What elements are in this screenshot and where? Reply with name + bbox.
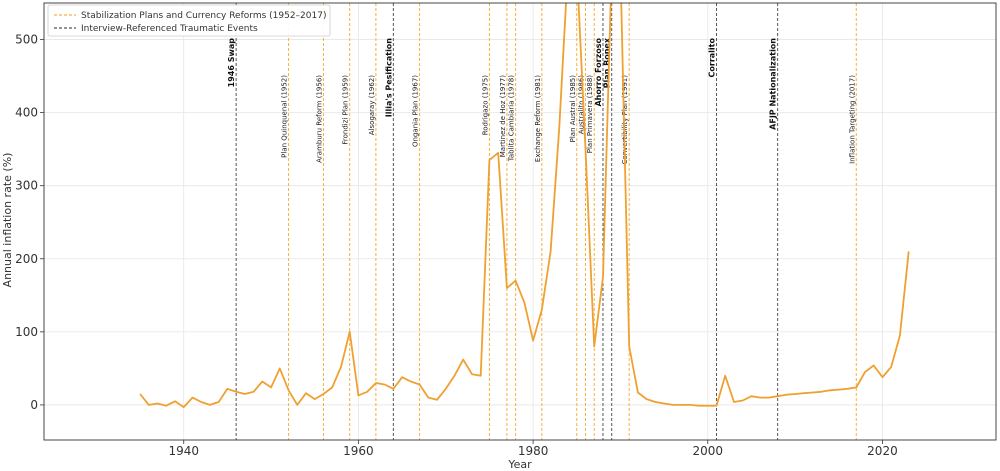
legend-label-reforms: Stabilization Plans and Currency Reforms… <box>81 11 326 21</box>
reform-label: Plan Primavera (1988) <box>586 75 594 154</box>
reform-label: Convertibility Plan (1991) <box>621 75 629 165</box>
reform-label: Australito (1986) <box>578 75 586 134</box>
reform-label: Alsogaray (1962) <box>368 75 376 135</box>
event-label: Ahorro Forzoso <box>594 37 603 106</box>
y-tick-label: 500 <box>15 33 38 47</box>
reform-label: Martinez de Hoz (1977) <box>499 75 507 158</box>
event-label: 1946 Swap <box>227 38 236 88</box>
y-tick-label: 400 <box>15 106 38 120</box>
event-label: Corralito <box>708 38 717 78</box>
y-axis-label: Annual inflation rate (%) <box>1 153 14 288</box>
x-tick-label: 1940 <box>168 444 199 458</box>
reform-label: Exchange Reform (1981) <box>534 75 542 162</box>
grid-layer <box>44 3 996 440</box>
reform-label: Plan Austral (1985) <box>569 75 577 143</box>
plot-border <box>43 2 997 441</box>
event-label: AFJP Nationalization <box>769 38 778 130</box>
inflation-line <box>139 3 910 408</box>
event-label: Illia's Pesification <box>384 38 393 118</box>
x-tick-label: 1960 <box>343 444 374 458</box>
x-tick-label: 2000 <box>693 444 724 458</box>
x-axis-label: Year <box>507 458 532 471</box>
legend-box <box>47 4 331 37</box>
y-tick-label: 300 <box>15 179 38 193</box>
event-label: Plan Bonex <box>603 37 612 88</box>
reform-label: Plan Quinquenal (1952) <box>281 75 289 158</box>
plot-frame <box>43 2 997 441</box>
reform-label: Aramburu Reform (1956) <box>315 75 323 163</box>
x-tick-label: 1980 <box>518 444 549 458</box>
reform-label: Inflation Targeting (2017) <box>848 75 856 164</box>
y-tick-label: 0 <box>30 398 38 412</box>
x-tick-label: 2020 <box>867 444 898 458</box>
y-tick-label: 100 <box>15 325 38 339</box>
reform-label: Rodrigazo (1975) <box>481 75 489 136</box>
reform-label: Ongania Plan (1967) <box>412 75 420 147</box>
y-tick-label: 200 <box>15 252 38 266</box>
reform-label: Tablita Cambiaria (1978) <box>508 75 516 163</box>
reform-label: Frondizi Plan (1959) <box>342 75 350 145</box>
event-lines-layer: Plan Quinquenal (1952) Aramburu Reform (1… <box>227 3 857 440</box>
legend: Stabilization Plans and Currency Reforms… <box>47 4 331 37</box>
ticks-layer: 1940 1960 1980 2000 2020 0 100 200 300 400 500 <box>15 33 898 458</box>
legend-label-events: Interview-Referenced Traumatic Events <box>81 24 258 34</box>
series-layer <box>139 3 910 408</box>
